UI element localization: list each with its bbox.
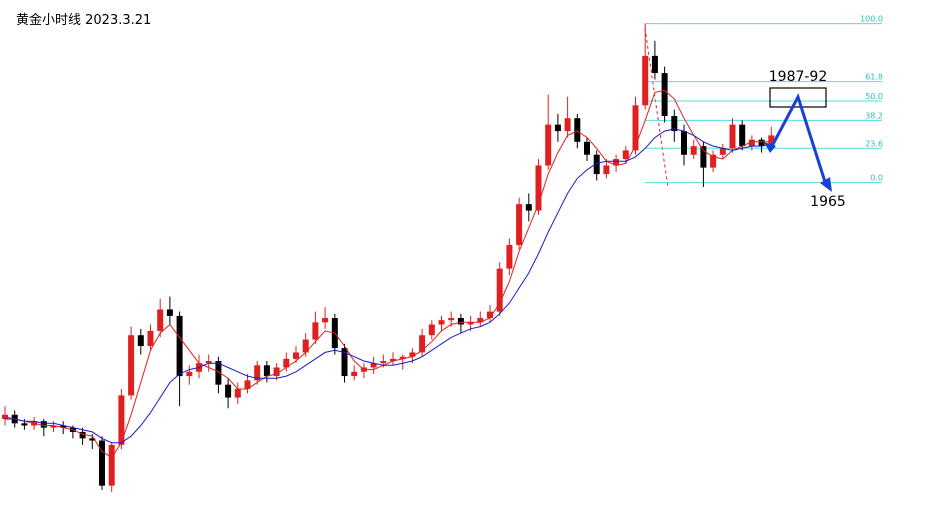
candle-body: [79, 431, 86, 439]
annotation: 1965: [810, 194, 846, 210]
candle-body: [768, 135, 775, 147]
candle-body: [166, 309, 173, 316]
candle-body: [225, 384, 232, 398]
candle-body: [390, 358, 396, 362]
fib-label: 0.0: [870, 174, 883, 183]
candle-body: [690, 146, 697, 155]
moving-average-line: [5, 128, 772, 444]
candle-body: [554, 124, 561, 132]
candle-body: [535, 165, 542, 211]
candle-body: [302, 339, 309, 353]
candle-body: [438, 320, 445, 325]
candle-body: [642, 55, 649, 106]
candle-body: [273, 367, 280, 377]
candle-body: [671, 116, 678, 132]
candle-body: [40, 421, 47, 428]
fib-label: 61.8: [865, 73, 883, 82]
candle-body: [564, 118, 571, 132]
candle-body: [89, 438, 96, 441]
moving-average-line: [4, 89, 772, 459]
candle-body: [283, 358, 290, 368]
arrow-head: [820, 177, 832, 192]
candle-body: [419, 335, 426, 353]
candle-body: [632, 105, 639, 151]
candle-body: [719, 148, 726, 155]
candle-body: [137, 335, 144, 346]
candle-body: [312, 322, 319, 340]
fib-anchor-line: [644, 27, 669, 189]
fib-label: 100.0: [860, 15, 883, 24]
fib-label: 23.6: [865, 139, 883, 148]
candle-body: [506, 244, 513, 269]
candle-body: [448, 318, 455, 321]
candle-body: [215, 361, 222, 385]
candle-body: [322, 318, 329, 323]
candle-body: [108, 444, 115, 486]
candle-body: [263, 365, 270, 377]
candle-body: [525, 204, 532, 211]
candle-body: [21, 423, 28, 426]
candle-body: [758, 139, 765, 147]
candle-body: [60, 425, 67, 428]
candle-body: [380, 361, 387, 364]
candle-body: [457, 318, 464, 325]
candle-body: [700, 146, 707, 168]
candle-body: [496, 268, 503, 312]
candle-body: [147, 330, 154, 346]
target-box: [769, 87, 827, 108]
candle-body: [603, 165, 610, 175]
candle-body: [574, 118, 581, 142]
candle-body: [622, 150, 629, 160]
candle-body: [254, 365, 261, 381]
candle-body: [545, 124, 552, 166]
candle-body: [729, 124, 736, 149]
candle-body: [584, 141, 590, 155]
chart-title: 黄金小时线 2023.3.21: [16, 12, 151, 28]
candle-body: [748, 139, 755, 147]
candle-body: [516, 204, 523, 245]
candle-body: [341, 348, 348, 377]
candle-body: [487, 311, 493, 319]
candle-body: [399, 356, 406, 359]
arrow-tail: [764, 142, 776, 153]
candle-body: [128, 335, 135, 396]
candle-body: [739, 124, 746, 147]
candle-body: [681, 131, 687, 155]
candle-body: [467, 322, 474, 325]
candle-body: [351, 371, 358, 377]
candle-body: [593, 154, 600, 175]
candle-body: [234, 388, 241, 398]
candle-body: [186, 371, 193, 377]
candle-body: [176, 315, 183, 377]
annotation: 1987-92: [769, 69, 828, 85]
candle-body: [50, 425, 57, 428]
fib-label: 50.0: [865, 92, 883, 101]
fib-label: 38.2: [865, 111, 883, 120]
candle-body: [409, 352, 416, 357]
candle-body: [651, 55, 658, 74]
candle-body: [157, 309, 164, 331]
projection-arrow: [768, 93, 828, 186]
candle-body: [293, 352, 299, 359]
candle-body: [2, 414, 8, 420]
candle-body: [99, 440, 105, 486]
candle-body: [613, 159, 620, 166]
candle-body: [710, 154, 717, 168]
candle-body: [205, 361, 212, 364]
candle-body: [661, 73, 668, 117]
candle-body: [118, 395, 125, 445]
candle-body: [370, 363, 377, 368]
candle-body: [244, 380, 251, 389]
candle-body: [428, 324, 435, 336]
candle-body: [477, 318, 484, 323]
